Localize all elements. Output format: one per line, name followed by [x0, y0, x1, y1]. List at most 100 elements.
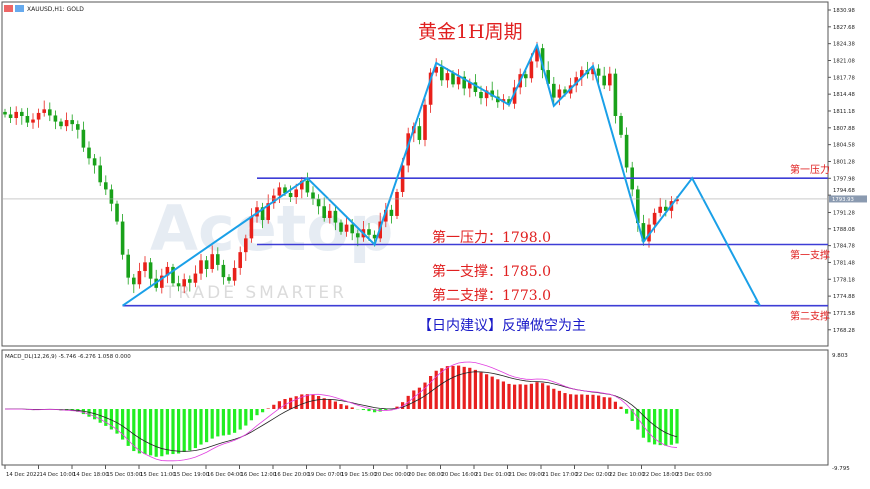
candle — [42, 100, 46, 117]
price-tick-label: 1768.28 — [833, 328, 856, 334]
price-tick-label: 1788.08 — [833, 227, 856, 233]
price-tick-label: 1801.28 — [833, 159, 856, 165]
time-tick-label: 21 Dec 01:00 — [475, 472, 511, 478]
candle — [260, 202, 265, 229]
time-tick-label: 14 Dec 2022 — [6, 472, 40, 478]
macd-histogram — [9, 365, 679, 457]
price-tick-label: 1821.08 — [833, 58, 856, 64]
time-tick-label: 21 Dec 17:00 — [542, 472, 578, 478]
candle — [423, 98, 427, 147]
macd-label: MACD_DL(12,26,9) -5.746 -6.276 1.058 0.0… — [5, 354, 131, 360]
candle — [193, 265, 198, 288]
support-1-note: 第一支撑：1785.0 — [432, 263, 551, 280]
candle — [92, 153, 97, 174]
candle — [20, 108, 24, 125]
time-tick-label: 19 Dec 07:00 — [308, 472, 344, 478]
time-tick-label: 20 Dec 00:00 — [375, 472, 411, 478]
price-tick-label: 1804.58 — [833, 143, 856, 149]
zigzag-trendline — [122, 42, 761, 307]
candle — [440, 60, 444, 86]
candle — [552, 76, 556, 104]
candle — [160, 268, 164, 294]
candle — [210, 245, 214, 273]
time-tick-label: 19 Dec 15:00 — [341, 472, 377, 478]
candle — [70, 114, 74, 132]
candle — [109, 184, 114, 212]
candle — [249, 208, 254, 243]
candle — [462, 71, 466, 96]
price-tick-label: 1814.48 — [833, 92, 856, 98]
candle — [87, 141, 91, 165]
candle — [311, 186, 315, 205]
candle — [115, 200, 119, 225]
candle — [490, 81, 494, 101]
candle — [98, 156, 102, 186]
time-tick-label: 22 Dec 02:00 — [576, 472, 612, 478]
current-price-label: 1793.93 — [832, 197, 854, 203]
candle — [143, 256, 147, 278]
price-tick-label: 1771.58 — [833, 311, 856, 317]
candle — [171, 263, 175, 287]
candle — [596, 64, 601, 84]
candle — [81, 121, 86, 152]
candle — [165, 261, 170, 284]
candle — [3, 108, 7, 118]
candle — [305, 172, 310, 197]
candle — [277, 182, 282, 204]
candle — [484, 86, 489, 107]
candle — [48, 102, 52, 122]
candle — [53, 110, 58, 130]
candle — [199, 254, 203, 280]
time-tick-label: 21 Dec 09:00 — [509, 472, 545, 478]
candle — [182, 273, 186, 294]
candle — [316, 194, 321, 215]
candle — [619, 112, 623, 138]
time-tick-label: 15 Dec 03:00 — [107, 472, 143, 478]
price-tick-label: 1797.98 — [833, 176, 856, 182]
price-tick-label: 1811.18 — [833, 109, 856, 115]
current-price-badge — [829, 195, 867, 203]
price-tick-label: 1807.88 — [833, 126, 856, 132]
candle — [25, 107, 30, 127]
watermark-tagline: TRADE SMARTER — [164, 283, 347, 303]
candle — [624, 127, 629, 173]
candle — [14, 106, 18, 125]
candle — [456, 69, 461, 90]
candle — [344, 217, 349, 237]
candle — [356, 229, 360, 247]
chart-title: 黄金1H周期 — [418, 21, 523, 43]
candle — [608, 66, 612, 91]
main-panel-frame — [1, 1, 829, 347]
candle — [238, 246, 242, 275]
candle — [557, 84, 562, 106]
intraday-advice: 【日内建议】反弹做空为主 — [418, 318, 586, 334]
price-tick-label: 1817.78 — [833, 75, 856, 81]
candle — [406, 127, 410, 173]
price-tick-label: 1794.68 — [833, 188, 856, 194]
macd-panel-frame — [1, 349, 829, 466]
candle — [434, 58, 438, 77]
time-tick-label: 14 Dec 10:00 — [40, 472, 76, 478]
candle — [232, 260, 237, 286]
candle — [59, 118, 63, 130]
candle — [428, 68, 433, 113]
time-tick-label: 16 Dec 20:00 — [274, 472, 310, 478]
candle — [389, 204, 394, 224]
time-tick-label: 14 Dec 18:00 — [73, 472, 109, 478]
candle — [395, 188, 399, 219]
candle — [417, 118, 422, 145]
symbol-label: XAUUSD,H1: GOLD — [27, 6, 84, 13]
time-tick-label: 16 Dec 04:00 — [207, 472, 243, 478]
time-tick-label: 15 Dec 19:00 — [174, 472, 210, 478]
macd-tick-top: 9.803 — [832, 353, 848, 359]
candle — [300, 177, 304, 199]
macd-tick-bottom: -9.795 — [832, 466, 850, 472]
candle — [188, 275, 192, 292]
price-tick-label: 1824.38 — [833, 42, 856, 48]
candle — [216, 247, 220, 271]
candle — [540, 43, 545, 79]
price-tick-label: 1827.68 — [833, 25, 856, 31]
candle — [76, 120, 80, 139]
